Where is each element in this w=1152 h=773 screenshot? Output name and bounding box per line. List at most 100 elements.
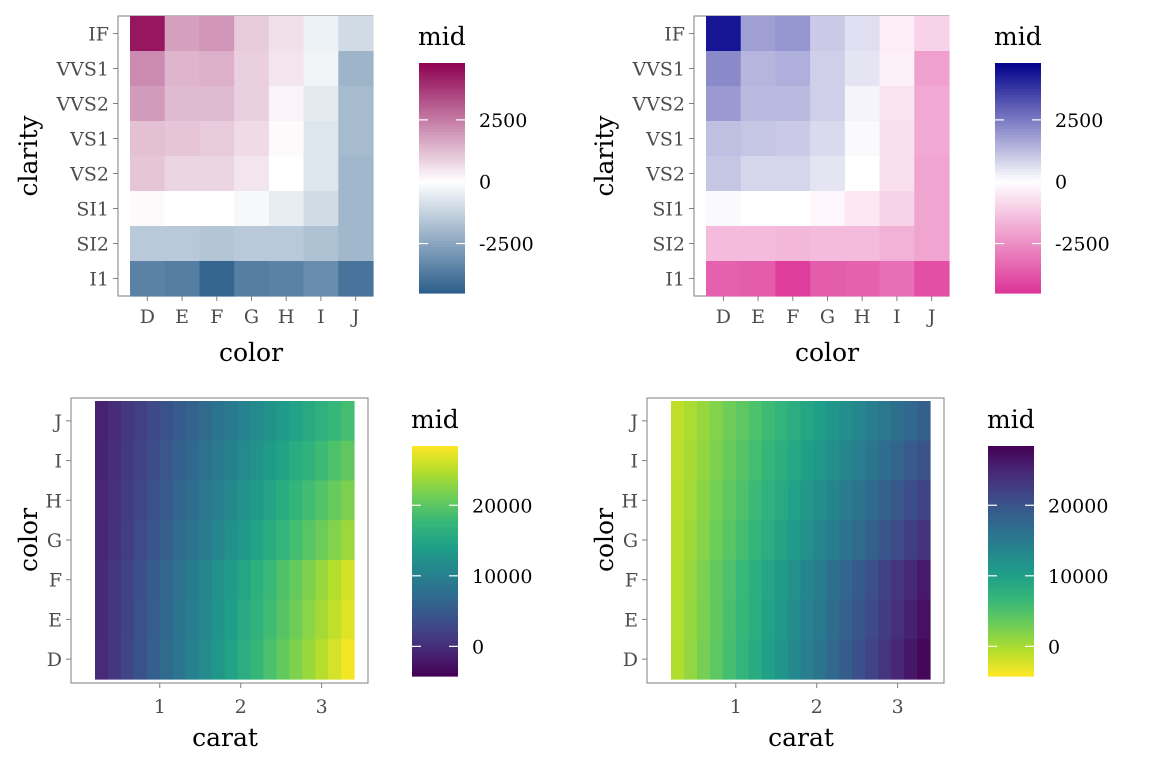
panel-1-tile-VVS1-D [130, 51, 166, 87]
panel-4-y-tick-label: G [623, 530, 638, 552]
panel-4-tile-J-bin-5 [722, 401, 737, 442]
panel-3-tile-H-bin-7 [172, 480, 187, 521]
panel-2-legend-colorbar-step [995, 103, 1041, 107]
panel-2-tile-IF-J [914, 16, 950, 52]
panel-2-tile-VS1-J [914, 121, 950, 157]
panel-4-legend-colorbar-step [988, 535, 1034, 539]
panel-4-tile-F-bin-3 [696, 559, 711, 601]
panel-3-legend-colorbar-step [412, 529, 458, 533]
panel-4-tile-D-bin-11 [800, 639, 815, 680]
panel-2-legend-colorbar-step [995, 290, 1041, 294]
panel-3-x-tick-label: 1 [154, 696, 166, 718]
panel-3-legend-colorbar-step [412, 538, 458, 542]
panel-4-legend-colorbar-step [988, 647, 1034, 651]
panel-1-tile-SI1-I [303, 191, 339, 227]
panel-4-tile-J-bin-6 [735, 401, 750, 442]
panel-4-tile-H-bin-7 [748, 480, 763, 521]
panel-3-legend-label: 0 [472, 636, 484, 658]
panel-3-tile-D-bin-18 [315, 639, 329, 680]
panel-3-tile-G-bin-8 [185, 520, 200, 561]
panel-1-tile-VVS2-I [303, 86, 339, 122]
panel-4-legend-colorbar-step [988, 448, 1034, 453]
panel-4-tile-H-bin-5 [722, 480, 737, 521]
panel-3-legend-colorbar-step [412, 595, 458, 599]
panel-4-tile-E-bin-2 [683, 599, 698, 640]
panel-2-legend-colorbar-step [995, 238, 1041, 242]
panel-3-tile-J-bin-1 [95, 401, 109, 442]
panel-4-tile-F-bin-17 [878, 559, 892, 601]
panel-4-tile-F-bin-4 [709, 559, 724, 601]
panel-2-legend-colorbar-step [995, 186, 1041, 191]
panel-2-tile-VS1-H [844, 121, 881, 157]
panel-3-tile-D-bin-17 [302, 639, 316, 680]
panel-4-tile-G-bin-16 [865, 520, 879, 561]
panel-4-tile-E-bin-3 [696, 599, 711, 640]
panel-1-x-axis-title: color [219, 338, 283, 367]
panel-4-tile-H-bin-11 [800, 480, 815, 521]
panel-3-tile-I-bin-12 [237, 440, 251, 482]
panel-3-tile-I-bin-10 [211, 440, 226, 482]
panel-1-tile-SI2-I [303, 226, 339, 262]
panel-1-legend-colorbar-step [419, 290, 465, 294]
panel-3-legend-colorbar-step [412, 612, 458, 617]
panel-2-legend-colorbar-step [995, 206, 1041, 211]
panel-3-tile-H-bin-12 [237, 480, 251, 521]
panel-4-tile-D-bin-10 [787, 639, 802, 680]
panel-4-legend-colorbar-step [988, 572, 1034, 576]
panel-1-tile-IF-H [268, 16, 305, 52]
panel-4-legend-colorbar-step [988, 644, 1034, 648]
panel-4-tile-H-bin-8 [761, 480, 776, 521]
panel-2-y-axis-title: clarity [590, 115, 619, 197]
panel-4-legend-colorbar-step [988, 451, 1034, 456]
panel-4-tile-E-bin-7 [748, 599, 763, 640]
panel-3-legend-colorbar-step [412, 466, 458, 470]
panel-1-legend-colorbar-step [419, 97, 465, 101]
panel-3-tile-E-bin-4 [133, 599, 148, 640]
panel-4-tile-F-bin-13 [826, 559, 840, 601]
panel-3-tile-F-bin-13 [250, 559, 264, 601]
panel-2-tile-VS2-G [810, 156, 846, 192]
panel-1-tile-I1-I [303, 261, 339, 297]
panel-3-tile-I-bin-14 [263, 440, 277, 482]
panel-1-tile-SI1-H [268, 191, 305, 227]
panel-2-legend-colorbar-step [995, 109, 1041, 113]
panel-3-tile-J-bin-18 [315, 401, 329, 442]
panel-3-legend-colorbar-step [412, 635, 458, 640]
panel-2-tile-VS2-F [775, 156, 811, 192]
panel-1-legend-colorbar-step [419, 111, 465, 116]
panel-3-tile-G-bin-15 [276, 520, 290, 561]
panel-2-tile-SI1-J [914, 191, 950, 227]
panel-3-legend-colorbar-step [412, 670, 458, 674]
panel-4-tile-G-bin-14 [839, 520, 853, 561]
panel-2-legend-colorbar-step [995, 120, 1041, 124]
panel-4-y-tick-label: I [630, 451, 638, 473]
panel-2-legend-colorbar-step [995, 106, 1041, 110]
panel-4-legend-colorbar-step [988, 632, 1034, 637]
panel-1-legend-colorbar-step [419, 134, 465, 139]
panel-4-legend-colorbar-step [988, 664, 1034, 668]
panel-4-legend-colorbar-step [988, 543, 1034, 548]
panel-3-legend-colorbar-step [412, 526, 458, 530]
panel-1-legend-colorbar-step [419, 106, 465, 110]
panel-1-tile-I1-H [268, 261, 305, 297]
panel-4-tile-H-bin-16 [865, 480, 879, 521]
panel-1-legend-colorbar-step [419, 140, 465, 145]
panel-4-tile-E-bin-4 [709, 599, 724, 640]
panel-2-legend-colorbar-step [995, 88, 1041, 93]
panel-4-legend-colorbar-step [988, 457, 1034, 461]
panel-4-tile-F-bin-15 [852, 559, 866, 601]
panel-2-legend-colorbar-step [995, 157, 1041, 162]
panel-1-tile-SI2-E [164, 226, 201, 262]
panel-4-tile-D-bin-1 [671, 639, 685, 680]
panel-3-tile-H-bin-20 [341, 480, 355, 521]
panel-4-tile-F-bin-16 [865, 559, 879, 601]
panel-2-x-tick-label: D [716, 306, 731, 328]
panel-4-tile-J-bin-8 [761, 401, 776, 442]
panel-3-tile-H-bin-3 [120, 480, 135, 521]
panel-3-tile-E-bin-10 [211, 599, 226, 640]
panel-3-tile-E-bin-18 [315, 599, 329, 640]
panel-4-tile-J-bin-17 [878, 401, 892, 442]
panel-4-legend-colorbar-step [988, 641, 1034, 645]
panel-3-tile-F-bin-4 [133, 559, 148, 601]
panel-3-tile-D-bin-1 [95, 639, 109, 680]
